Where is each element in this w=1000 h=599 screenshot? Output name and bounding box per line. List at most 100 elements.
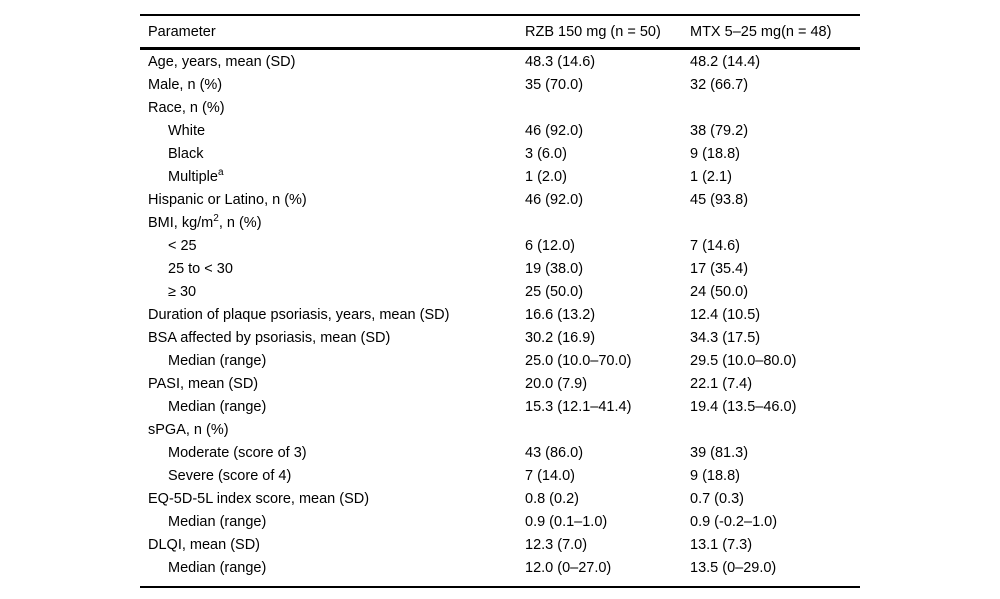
parameter-cell: Median (range)	[140, 556, 525, 587]
table-row: Median (range) 15.3 (12.1–41.4) 19.4 (13.5…	[140, 395, 860, 418]
parameter-cell: Race, n (%)	[140, 96, 525, 119]
parameter-label: Race, n (%)	[148, 99, 225, 116]
rzb-value-cell: 0.9 (0.1–1.0)	[525, 513, 608, 530]
parameter-cell: BSA affected by psoriasis, mean (SD)	[140, 326, 525, 349]
rzb-value-cell: 12.3 (7.0)	[525, 536, 588, 553]
parameter-cell: EQ-5D-5L index score, mean (SD)	[140, 487, 525, 510]
superscript-note: 2	[213, 212, 219, 224]
parameter-label: Multiple	[168, 168, 218, 185]
parameter-label: EQ-5D-5L index score, mean (SD)	[148, 490, 370, 507]
rzb-value-cell	[525, 96, 690, 119]
mtx-value-cell: 24 (50.0)	[690, 283, 749, 300]
parameter-cell: Age, years, mean (SD)	[140, 49, 525, 74]
parameter-label: BSA affected by psoriasis, mean (SD)	[148, 329, 391, 346]
table-row: Hispanic or Latino, n (%) 46 (92.0) 45 (93…	[140, 188, 860, 211]
table-row: Male, n (%) 35 (70.0) 32 (66.7)	[140, 73, 860, 96]
parameter-label: ≥ 30	[168, 283, 197, 300]
parameter-cell: Hispanic or Latino, n (%)	[140, 188, 525, 211]
mtx-value-cell: 13.1 (7.3)	[690, 536, 753, 553]
table-body: Age, years, mean (SD) 48.3 (14.6) 48.2 (14…	[140, 49, 860, 588]
mtx-value-cell: 1 (2.1)	[690, 168, 732, 185]
parameter-cell: 25 to < 30	[140, 257, 525, 280]
parameter-label: sPGA, n (%)	[148, 421, 229, 438]
superscript-note: a	[217, 166, 224, 178]
parameter-label: 25 to < 30	[168, 260, 233, 277]
parameter-label: Median (range)	[168, 398, 267, 415]
parameter-cell: Median (range)	[140, 349, 525, 372]
mtx-value-cell: 9 (18.8)	[690, 145, 740, 162]
rzb-value-cell: 16.6 (13.2)	[525, 306, 596, 323]
parameter-cell: Severe (score of 4)	[140, 464, 525, 487]
mtx-value-cell: 29.5 (10.0–80.0)	[690, 352, 797, 369]
table-row: Median (range) 25.0 (10.0–70.0) 29.5 (10.0…	[140, 349, 860, 372]
mtx-value-cell: 22.1 (7.4)	[690, 375, 753, 392]
mtx-value-cell: 45 (93.8)	[690, 191, 749, 208]
parameter-label: Median (range)	[168, 352, 267, 369]
mtx-value-cell	[690, 418, 860, 441]
parameter-cell: BMI, kg/m2, n (%)	[140, 211, 525, 234]
mtx-value-cell	[690, 211, 860, 234]
table-row: EQ-5D-5L index score, mean (SD) 0.8 (0.2)…	[140, 487, 860, 510]
mtx-value-cell: 12.4 (10.5)	[690, 306, 761, 323]
rzb-value-cell: 1 (2.0)	[525, 168, 567, 185]
mtx-value-cell: 39 (81.3)	[690, 444, 749, 461]
table-row: Race, n (%)	[140, 96, 860, 119]
parameter-cell: PASI, mean (SD)	[140, 372, 525, 395]
column-header-rzb: RZB 150 mg (n = 50)	[525, 14, 690, 50]
header-row: Parameter RZB 150 mg (n = 50) MTX 5–25 m…	[140, 14, 860, 50]
table-header: Parameter RZB 150 mg (n = 50) MTX 5–25 m…	[140, 14, 860, 50]
rzb-value-cell: 48.3 (14.6)	[525, 53, 596, 70]
parameter-label: Median (range)	[168, 559, 267, 576]
parameter-cell: Black	[140, 142, 525, 165]
column-header-parameter: Parameter	[140, 14, 525, 50]
rzb-value-cell: 25 (50.0)	[525, 283, 584, 300]
rzb-value-cell: 43 (86.0)	[525, 444, 584, 461]
rzb-value-cell: 15.3 (12.1–41.4)	[525, 398, 632, 415]
rzb-value-cell: 6 (12.0)	[525, 237, 575, 254]
mtx-value-cell: 19.4 (13.5–46.0)	[690, 398, 797, 415]
mtx-value-cell: 13.5 (0–29.0)	[690, 559, 777, 576]
parameter-label: White	[168, 122, 206, 139]
mtx-value-cell: 32 (66.7)	[690, 76, 749, 93]
parameter-cell: Duration of plaque psoriasis, years, mea…	[140, 303, 525, 326]
parameter-cell: Multiplea	[140, 165, 525, 188]
table-row: BSA affected by psoriasis, mean (SD) 30.2…	[140, 326, 860, 349]
rzb-value-cell: 0.8 (0.2)	[525, 490, 579, 507]
parameter-label: Age, years, mean (SD)	[148, 53, 296, 70]
rzb-value-cell: 46 (92.0)	[525, 191, 584, 208]
parameter-cell: Male, n (%)	[140, 73, 525, 96]
rzb-value-cell: 20.0 (7.9)	[525, 375, 588, 392]
column-header-mtx: MTX 5–25 mg(n = 48)	[690, 14, 860, 50]
parameter-label: BMI, kg/m	[148, 214, 214, 231]
rzb-value-cell: 7 (14.0)	[525, 467, 575, 484]
table-row: Severe (score of 4) 7 (14.0) 9 (18.8)	[140, 464, 860, 487]
parameter-label: Median (range)	[168, 513, 267, 530]
parameter-cell: Median (range)	[140, 395, 525, 418]
parameter-label: Male, n (%)	[148, 76, 223, 93]
table-row: ≥ 30 25 (50.0) 24 (50.0)	[140, 280, 860, 303]
baseline-characteristics-table: Parameter RZB 150 mg (n = 50) MTX 5–25 m…	[140, 14, 860, 588]
parameter-label: Severe (score of 4)	[168, 467, 292, 484]
mtx-value-cell: 0.9 (-0.2–1.0)	[690, 513, 778, 530]
table-row: BMI, kg/m2, n (%)	[140, 211, 860, 234]
parameter-cell: White	[140, 119, 525, 142]
parameter-cell: ≥ 30	[140, 280, 525, 303]
table-row: 25 to < 30 19 (38.0) 17 (35.4)	[140, 257, 860, 280]
table-row: PASI, mean (SD) 20.0 (7.9) 22.1 (7.4)	[140, 372, 860, 395]
table-row: Black 3 (6.0) 9 (18.8)	[140, 142, 860, 165]
parameter-cell: < 25	[140, 234, 525, 257]
mtx-value-cell: 0.7 (0.3)	[690, 490, 744, 507]
table-row: Age, years, mean (SD) 48.3 (14.6) 48.2 (14…	[140, 49, 860, 74]
table-row: Multiplea 1 (2.0) 1 (2.1)	[140, 165, 860, 188]
table-row: DLQI, mean (SD) 12.3 (7.0) 13.1 (7.3)	[140, 533, 860, 556]
parameter-label-suffix: , n (%)	[218, 214, 262, 231]
parameter-cell: sPGA, n (%)	[140, 418, 525, 441]
table-row: < 25 6 (12.0) 7 (14.6)	[140, 234, 860, 257]
parameter-label: < 25	[168, 237, 197, 254]
table-row: Moderate (score of 3) 43 (86.0) 39 (81.3)	[140, 441, 860, 464]
mtx-value-cell: 38 (79.2)	[690, 122, 749, 139]
rzb-value-cell: 30.2 (16.9)	[525, 329, 596, 346]
table-row: White 46 (92.0) 38 (79.2)	[140, 119, 860, 142]
rzb-value-cell: 25.0 (10.0–70.0)	[525, 352, 632, 369]
parameter-label: Moderate (score of 3)	[168, 444, 307, 461]
